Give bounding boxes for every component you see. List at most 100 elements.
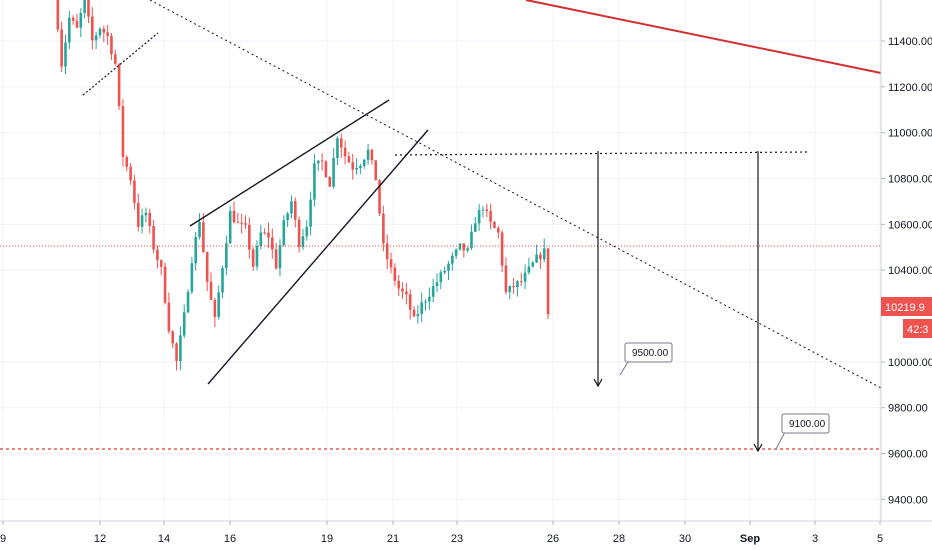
candle-body <box>98 28 102 36</box>
candle-body <box>148 212 152 227</box>
candle-body <box>175 343 178 362</box>
candle-body <box>60 29 63 67</box>
candle-body <box>309 199 312 227</box>
time-tick-label: 5 <box>877 533 883 545</box>
target-2-label: 9100.00 <box>789 419 826 430</box>
candle-body <box>439 272 443 283</box>
candle-body <box>328 177 332 187</box>
candle-body <box>301 236 305 248</box>
candle-body <box>546 248 550 315</box>
candle-body <box>370 149 374 161</box>
last-price-tag: 10219.9 <box>881 297 932 316</box>
candle-body <box>428 296 431 302</box>
candle-body <box>539 254 542 260</box>
candle-body <box>83 0 86 13</box>
target-callout-1[interactable]: 9500.00 <box>619 342 673 376</box>
candle-body <box>144 212 148 216</box>
candle-body <box>332 158 335 187</box>
candle-body <box>401 288 404 292</box>
candle-body <box>182 312 186 336</box>
red-trendline <box>525 0 882 74</box>
candle-body <box>516 281 519 288</box>
time-tick-label: 3 <box>812 533 818 545</box>
candle-body <box>228 210 232 244</box>
candle-body <box>474 223 477 232</box>
candle-body <box>397 280 400 289</box>
candle-body <box>102 28 106 33</box>
candle-body <box>106 32 109 36</box>
breakdown-level <box>394 151 811 156</box>
candle-body <box>56 0 60 30</box>
candle-body <box>259 232 263 247</box>
candle-body <box>374 160 378 181</box>
countdown-tag: 42:3 <box>903 319 932 338</box>
candle-body <box>117 63 121 107</box>
price-tick-label: 9600.00 <box>888 449 928 461</box>
candle-body <box>194 237 198 264</box>
candle-body <box>286 213 289 221</box>
candle-body <box>339 138 343 148</box>
candle-body <box>313 163 316 200</box>
candle-body <box>202 222 205 252</box>
price-axis[interactable]: 11400.00 11200.00 11000.00 10800.00 10600.00… <box>880 0 932 521</box>
candle-body <box>91 16 94 41</box>
target-arrow-1-head <box>593 378 603 388</box>
candle-body <box>382 213 385 244</box>
candle-body <box>412 309 416 317</box>
grid <box>0 0 881 521</box>
candle-body <box>355 167 358 170</box>
target-1-label: 9500.00 <box>632 348 669 359</box>
candle-body <box>293 201 297 220</box>
candle-body <box>454 249 458 256</box>
candle-body <box>244 223 247 225</box>
candle-body <box>125 157 129 167</box>
candle-body <box>378 180 381 214</box>
candle-body <box>470 231 473 249</box>
candle-body <box>420 302 423 315</box>
candle-body <box>136 202 140 227</box>
time-tick-label: Sep <box>740 533 760 545</box>
candle-body <box>94 35 98 41</box>
time-axis[interactable]: 9 12 14 16 19 21 23 26 28 30 Sep 3 5 <box>0 520 932 545</box>
candle-body <box>167 302 171 332</box>
candle-body <box>110 35 113 55</box>
price-tick-label: 9400.00 <box>888 494 928 506</box>
candle-body <box>489 211 492 222</box>
candle-body <box>462 243 466 251</box>
time-tick-label: 16 <box>224 533 236 545</box>
candle-body <box>424 301 427 303</box>
price-tick-label: 10600.00 <box>888 219 932 231</box>
candle-body <box>362 159 366 166</box>
candle-body <box>282 220 286 246</box>
candle-body <box>171 331 175 344</box>
candle-body <box>79 12 83 28</box>
candle-body <box>232 210 236 223</box>
price-tick-label: 11000.00 <box>888 128 932 140</box>
time-tick-label: 30 <box>679 533 691 545</box>
price-tick-label: 11400.00 <box>888 36 932 48</box>
time-tick-label: 9 <box>0 533 6 545</box>
price-tick-label: 10000.00 <box>888 357 932 369</box>
candle-body <box>236 222 240 224</box>
candle-body <box>435 282 439 287</box>
time-tick-label: 14 <box>158 533 170 545</box>
candle-body <box>408 294 412 310</box>
price-tick-label: 9800.00 <box>888 403 928 415</box>
wedge-upper-line <box>189 99 390 227</box>
candle-body <box>274 249 278 269</box>
candle-body <box>198 222 201 238</box>
candle-body <box>512 285 515 288</box>
target-callout-2[interactable]: 9100.00 <box>775 413 830 450</box>
candle-body <box>290 201 293 214</box>
candle-body <box>523 272 527 282</box>
candle-body <box>508 285 512 292</box>
price-tick-label: 10400.00 <box>888 265 932 277</box>
candle-body <box>267 232 270 238</box>
candle-body <box>451 255 454 264</box>
candle-body <box>305 226 309 237</box>
candle-body <box>179 335 182 362</box>
candle-body <box>359 165 362 168</box>
price-tick-label: 11200.00 <box>888 82 932 94</box>
candle-body <box>320 160 324 162</box>
